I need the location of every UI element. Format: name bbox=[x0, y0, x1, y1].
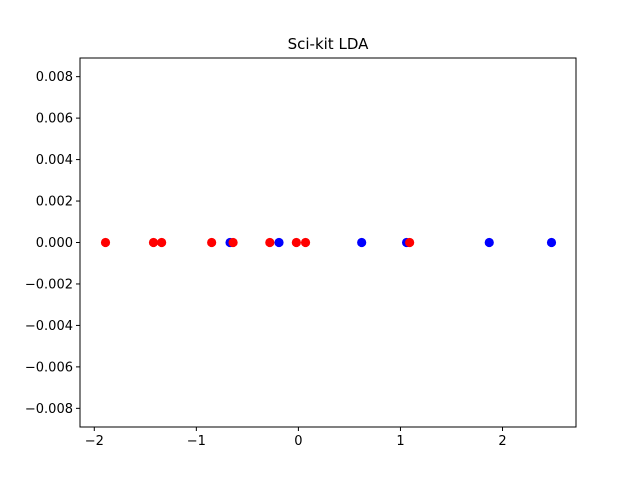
y-tick-label: 0.006 bbox=[36, 112, 73, 127]
scatter-point bbox=[207, 237, 217, 248]
scatter-point bbox=[484, 237, 494, 248]
x-axis: −2 −1 0 1 2 bbox=[85, 427, 507, 449]
y-tick-label: 0.000 bbox=[36, 236, 73, 251]
scatter-point bbox=[148, 237, 159, 248]
y-tick-label: −0.004 bbox=[25, 319, 73, 334]
scatter-point bbox=[546, 237, 557, 248]
data-layer bbox=[100, 237, 557, 248]
scatter-point bbox=[291, 237, 301, 248]
scatter-point bbox=[265, 237, 275, 248]
y-tick-label: −0.006 bbox=[25, 360, 73, 375]
y-tick-label: 0.002 bbox=[36, 195, 73, 210]
y-tick-label: −0.008 bbox=[25, 402, 73, 417]
x-tick-label: −1 bbox=[187, 434, 206, 449]
chart-title: Sci-kit LDA bbox=[288, 35, 369, 53]
scatter-point bbox=[157, 237, 167, 248]
scatter-point bbox=[405, 237, 415, 248]
scatter-point bbox=[357, 237, 367, 248]
scatter-point bbox=[228, 237, 238, 248]
scatter-point bbox=[274, 237, 284, 248]
y-tick-label: 0.004 bbox=[36, 153, 73, 168]
y-tick-label: 0.008 bbox=[36, 70, 73, 85]
x-tick-label: 1 bbox=[396, 434, 404, 449]
x-tick-label: −2 bbox=[85, 434, 104, 449]
y-tick-label: −0.002 bbox=[25, 277, 73, 292]
y-axis: −0.008 −0.006 −0.004 −0.002 0.000 0.002 0.004 0… bbox=[25, 70, 80, 417]
scatter-point bbox=[100, 237, 111, 248]
scatter-point bbox=[300, 237, 311, 248]
x-tick-label: 0 bbox=[294, 434, 302, 449]
x-tick-label: 2 bbox=[498, 434, 506, 449]
